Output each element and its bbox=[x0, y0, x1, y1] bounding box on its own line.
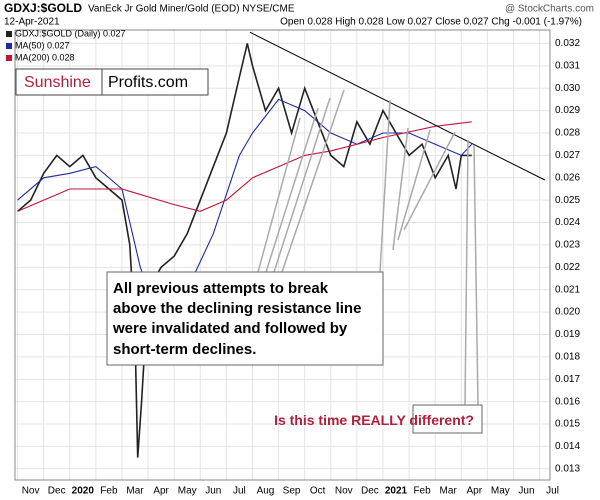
annotation-line: All previous attempts to break bbox=[113, 280, 329, 297]
x-tick-label: Jul bbox=[233, 486, 246, 497]
x-tick-label: Jun bbox=[205, 486, 221, 497]
x-tick-label: Oct bbox=[310, 486, 326, 497]
y-tick-label: 0.018 bbox=[555, 352, 580, 363]
y-tick-label: 0.021 bbox=[555, 284, 580, 295]
y-tick-label: 0.017 bbox=[555, 374, 580, 385]
annotation-box bbox=[106, 271, 384, 366]
x-tick-label: 2021 bbox=[385, 486, 408, 497]
x-tick-label: Feb bbox=[100, 486, 118, 497]
annotation-line: short-term declines. bbox=[113, 341, 256, 358]
y-tick-label: 0.016 bbox=[555, 396, 580, 407]
y-tick-label: 0.026 bbox=[555, 172, 580, 183]
question: Is this time REALLY different? bbox=[274, 412, 474, 428]
x-tick-label: Nov bbox=[335, 486, 353, 497]
annotation-line: above the declining resistance line bbox=[113, 300, 361, 317]
y-tick-label: 0.013 bbox=[555, 463, 580, 474]
question-box bbox=[412, 404, 483, 434]
legend-swatch bbox=[6, 55, 12, 61]
series-line bbox=[17, 43, 472, 458]
x-tick-label: May bbox=[178, 486, 197, 497]
ohlc-summary: Open 0.028 High 0.028 Low 0.027 Close 0.… bbox=[280, 17, 582, 28]
y-tick-label: 0.027 bbox=[555, 150, 580, 161]
date: 12-Apr-2021 bbox=[4, 17, 60, 28]
y-tick-label: 0.028 bbox=[555, 128, 580, 139]
x-tick-label: Jun bbox=[518, 486, 534, 497]
x-tick-label: Feb bbox=[413, 486, 431, 497]
y-tick-label: 0.031 bbox=[555, 60, 580, 71]
y-tick-label: 0.024 bbox=[555, 217, 580, 228]
source: @ StockCharts.com bbox=[505, 4, 594, 15]
x-tick-label: May bbox=[491, 486, 510, 497]
y-tick-label: 0.022 bbox=[555, 262, 580, 273]
y-tick-label: 0.015 bbox=[555, 419, 580, 430]
logo-box bbox=[15, 68, 209, 96]
series-line bbox=[17, 121, 472, 212]
legend-label: MA(200) 0.028 bbox=[15, 52, 75, 62]
y-tick-label: 0.014 bbox=[555, 441, 580, 452]
y-tick-label: 0.025 bbox=[555, 195, 580, 206]
x-tick-label: Aug bbox=[257, 486, 275, 497]
x-tick-label: Apr bbox=[153, 486, 169, 497]
logo-sunshine: Sunshine bbox=[24, 74, 91, 91]
y-tick-label: 0.020 bbox=[555, 307, 580, 318]
x-tick-label: Nov bbox=[22, 486, 40, 497]
chart-title: VanEck Jr Gold Miner/Gold (EOD) NYSE/CME bbox=[88, 4, 295, 15]
y-tick-label: 0.030 bbox=[555, 83, 580, 94]
x-tick-label: Jul bbox=[546, 486, 559, 497]
legend-swatch bbox=[6, 43, 12, 49]
pointer-lines bbox=[257, 89, 479, 406]
y-tick-label: 0.023 bbox=[555, 240, 580, 251]
x-tick-label: Mar bbox=[126, 486, 144, 497]
x-tick-label: Dec bbox=[48, 486, 66, 497]
resistance-line bbox=[249, 31, 546, 181]
symbol: GDXJ:$GOLD bbox=[4, 1, 82, 15]
x-tick-label: Sep bbox=[283, 486, 301, 497]
annotation-line: were invalidated and followed by bbox=[112, 320, 348, 337]
y-tick-label: 0.019 bbox=[555, 329, 580, 340]
legend-label: MA(50) 0.027 bbox=[15, 40, 70, 50]
logo-profits: Profits.com bbox=[108, 74, 188, 91]
plot-frame bbox=[14, 29, 551, 481]
legend-label: GDXJ:$GOLD (Daily) 0.027 bbox=[15, 28, 126, 38]
y-tick-label: 0.032 bbox=[555, 38, 580, 49]
y-tick-label: 0.029 bbox=[555, 105, 580, 116]
x-tick-label: Dec bbox=[361, 486, 379, 497]
x-tick-label: 2020 bbox=[72, 486, 95, 497]
legend-swatch bbox=[6, 31, 12, 37]
x-tick-label: Apr bbox=[466, 486, 482, 497]
x-tick-label: Mar bbox=[440, 486, 458, 497]
